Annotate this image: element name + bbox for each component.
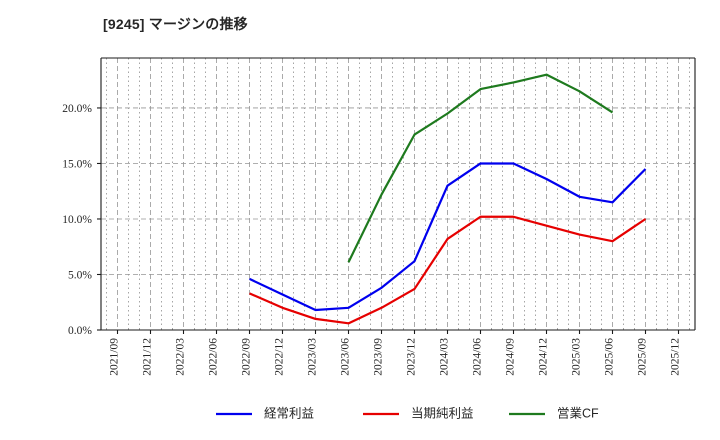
page-title: [9245] マージンの推移 (103, 16, 248, 32)
x-tick-label: 2025/12 (670, 338, 682, 376)
series-line-営業CF (347, 73, 614, 263)
series-line-当期純利益 (249, 215, 647, 325)
x-tick-label: 2021/09 (109, 338, 121, 376)
x-tick-label: 2025/03 (571, 338, 583, 376)
x-tick-label: 2023/09 (373, 338, 385, 376)
x-tick-label: 2023/12 (406, 338, 418, 376)
x-tick-label: 2024/06 (472, 338, 484, 376)
x-tick-label: 2021/12 (142, 338, 154, 376)
y-tick-label: 0.0% (68, 325, 92, 337)
x-tick-label: 2024/03 (439, 338, 451, 376)
x-tick-label: 2024/12 (538, 338, 550, 376)
y-tick-label: 20.0% (62, 103, 92, 115)
y-tick-label: 10.0% (62, 214, 92, 226)
x-tick-label: 2022/12 (274, 338, 286, 376)
x-tick-label: 2023/06 (340, 338, 352, 376)
x-tick-label: 2022/06 (208, 338, 220, 376)
data-series-group (249, 73, 647, 325)
legend-label-経常利益[interactable]: 経常利益 (264, 406, 314, 420)
horizontal-gridlines (101, 107, 695, 275)
major-vertical-gridlines (117, 58, 679, 330)
minor-vertical-gridlines (106, 58, 690, 330)
x-tick-label: 2024/09 (505, 338, 517, 376)
plot-axes (100, 57, 696, 331)
chart-legend: 経常利益 当期純利益 営業CF (216, 405, 599, 420)
y-tick-label: 5.0% (68, 269, 92, 281)
x-tick-label: 2022/03 (175, 338, 187, 376)
legend-label-当期純利益[interactable]: 当期純利益 (411, 406, 474, 420)
x-tick-label: 2025/06 (604, 338, 616, 376)
x-axis-tick-labels: 2021/09 2021/12 2022/03 2022/06 2022/09 2022/… (109, 330, 682, 376)
x-tick-label: 2022/09 (241, 338, 253, 376)
legend-label-営業CF[interactable]: 営業CF (557, 405, 599, 420)
x-tick-label: 2023/03 (307, 338, 319, 376)
series-line-経常利益 (249, 162, 647, 312)
y-axis-tick-labels: 0.0% 5.0% 10.0% 15.0% 20.0% (62, 103, 101, 337)
x-tick-label: 2025/09 (637, 338, 649, 376)
y-tick-label: 15.0% (62, 158, 92, 170)
